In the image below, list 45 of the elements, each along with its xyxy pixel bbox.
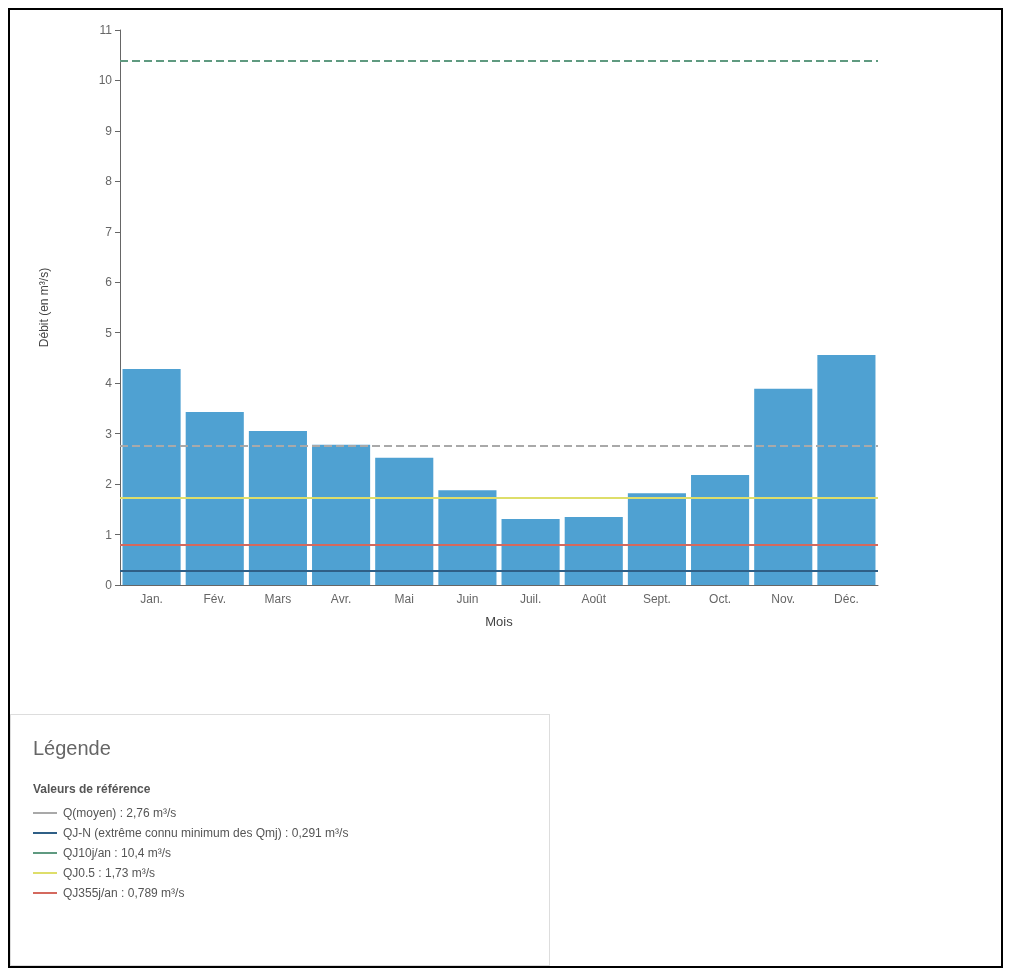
bar bbox=[627, 493, 686, 585]
x-tick-label: Nov. bbox=[771, 592, 796, 606]
y-tick-label: 1 bbox=[105, 527, 113, 542]
legend-label: QJ-N (extrême connu minimum des Qmj) : 0,291 m³/s bbox=[63, 826, 349, 840]
x-tick-label: Déc. bbox=[834, 592, 859, 606]
y-tick-label: 7 bbox=[105, 224, 113, 239]
bar bbox=[817, 354, 876, 585]
x-tick-label: Fév. bbox=[203, 592, 226, 606]
legend-label: Q(moyen) : 2,76 m³/s bbox=[63, 806, 177, 820]
bar bbox=[754, 388, 813, 585]
y-tick-label: 10 bbox=[98, 73, 113, 88]
x-tick-label: Oct. bbox=[709, 592, 732, 606]
y-tick-label: 8 bbox=[105, 174, 113, 189]
legend-label: QJ0.5 : 1,73 m³/s bbox=[63, 866, 156, 880]
bar bbox=[375, 457, 434, 585]
y-tick-label: 0 bbox=[105, 578, 113, 592]
x-tick-label: Août bbox=[581, 592, 607, 606]
bar bbox=[691, 475, 750, 585]
text: Valeurs de référence bbox=[33, 782, 152, 796]
x-tick-label: Jan. bbox=[140, 592, 163, 606]
bar bbox=[312, 444, 371, 585]
x-tick-label: Avr. bbox=[330, 592, 352, 606]
y-tick-label: 9 bbox=[105, 123, 113, 138]
legend-label: QJ10j/an : 10,4 m³/s bbox=[63, 846, 172, 860]
x-tick-label: Mars bbox=[264, 592, 292, 606]
bar bbox=[438, 490, 497, 585]
x-axis-title: Mois bbox=[485, 614, 514, 629]
bar bbox=[185, 411, 244, 585]
y-tick-label: 2 bbox=[105, 477, 113, 492]
bar bbox=[248, 431, 307, 585]
y-tick-label: 3 bbox=[105, 426, 113, 441]
bar bbox=[564, 516, 623, 585]
y-tick-label: 6 bbox=[105, 275, 113, 290]
bar bbox=[122, 369, 181, 585]
x-tick-label: Mai bbox=[394, 592, 414, 606]
x-tick-label: Sept. bbox=[642, 592, 671, 606]
y-tick-label: 5 bbox=[105, 325, 113, 340]
y-tick-label: 11 bbox=[99, 23, 113, 37]
legend-title: Légende bbox=[33, 737, 112, 760]
legend-label: QJ355j/an : 0,789 m³/s bbox=[63, 886, 185, 900]
x-tick-label: Juin bbox=[456, 592, 479, 606]
y-axis-title: Débit (en m³/s) bbox=[37, 267, 51, 348]
y-tick-label: 4 bbox=[105, 376, 113, 391]
bar bbox=[501, 518, 560, 585]
x-tick-label: Juil. bbox=[519, 592, 542, 606]
